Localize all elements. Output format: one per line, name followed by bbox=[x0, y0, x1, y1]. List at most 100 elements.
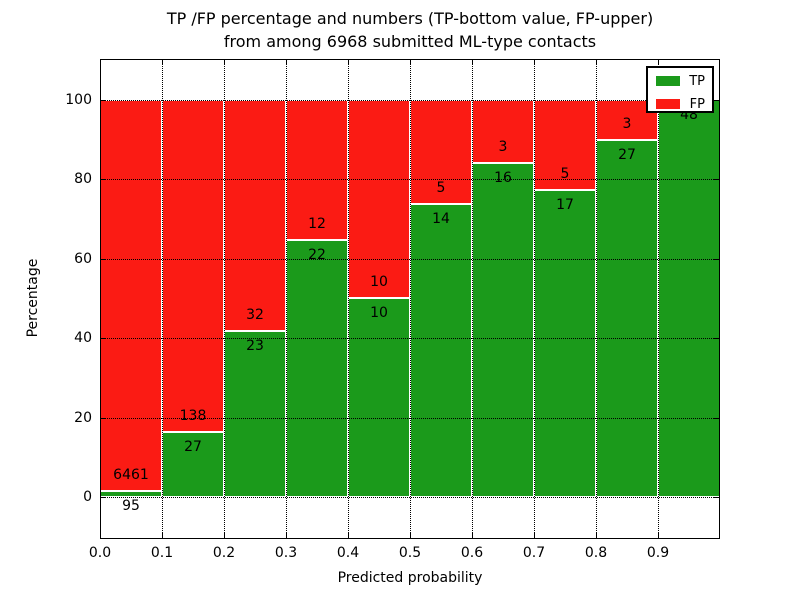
grid-line-v bbox=[534, 59, 535, 539]
bar-segment-fp bbox=[162, 99, 224, 432]
bar-segment-tp bbox=[596, 139, 658, 497]
x-tick bbox=[162, 533, 163, 539]
x-tick-label: 0.0 bbox=[88, 545, 112, 561]
chart-title-line2: from among 6968 submitted ML-type contac… bbox=[223, 32, 597, 51]
bar-label-tp: 16 bbox=[494, 169, 512, 186]
bar-label-fp: 5 bbox=[436, 180, 446, 197]
x-tick-label: 0.9 bbox=[646, 545, 670, 561]
y-tick bbox=[100, 417, 106, 419]
bar-label-tp: 27 bbox=[184, 438, 202, 455]
y-tick bbox=[714, 258, 720, 260]
x-tick-label: 0.1 bbox=[150, 545, 174, 561]
grid-line-v bbox=[162, 59, 163, 539]
bar-segment-tp bbox=[286, 240, 348, 497]
grid-line-v bbox=[596, 59, 597, 539]
bar-label-tp: 14 bbox=[432, 211, 450, 228]
y-tick bbox=[100, 258, 106, 260]
x-tick-label: 0.2 bbox=[212, 545, 236, 561]
x-tick-label: 0.3 bbox=[274, 545, 298, 561]
x-tick bbox=[410, 533, 411, 539]
x-tick bbox=[658, 59, 659, 65]
x-tick bbox=[224, 59, 225, 65]
y-tick bbox=[100, 179, 106, 181]
x-tick bbox=[224, 533, 225, 539]
bar-label-fp: 32 bbox=[246, 306, 264, 323]
x-tick bbox=[658, 533, 659, 539]
bar-segment-tp bbox=[658, 99, 720, 497]
grid-line-v bbox=[348, 59, 349, 539]
x-tick bbox=[348, 59, 349, 65]
x-tick-label: 0.5 bbox=[398, 545, 422, 561]
x-tick bbox=[286, 533, 287, 539]
y-axis-label: Percentage bbox=[25, 258, 41, 338]
legend-row-tp: TP bbox=[648, 71, 712, 91]
bar-segment-tp bbox=[410, 204, 472, 497]
x-tick bbox=[410, 59, 411, 65]
bar-label-fp: 138 bbox=[179, 407, 207, 424]
x-tick bbox=[162, 59, 163, 65]
y-tick-label: 100 bbox=[65, 91, 92, 108]
x-tick bbox=[534, 59, 535, 65]
x-axis-label: Predicted probability bbox=[337, 570, 483, 586]
grid-line-v bbox=[286, 59, 287, 539]
grid-line-v bbox=[658, 59, 659, 539]
legend-label-tp: TP bbox=[689, 73, 705, 89]
bar-label-tp: 17 bbox=[556, 197, 574, 214]
bar-label-fp: 3 bbox=[622, 115, 632, 132]
x-tick bbox=[596, 59, 597, 65]
grid-line-v bbox=[472, 59, 473, 539]
bar-label-fp: 12 bbox=[308, 216, 326, 233]
grid-line-v bbox=[224, 59, 225, 539]
y-tick bbox=[714, 99, 720, 101]
legend: TP FP bbox=[646, 66, 714, 113]
bar-segment-fp bbox=[348, 99, 410, 299]
bar-segment-fp bbox=[100, 99, 162, 492]
bar-segment-tp bbox=[224, 330, 286, 497]
x-tick-label: 0.6 bbox=[460, 545, 484, 561]
chart-title-line1: TP /FP percentage and numbers (TP-bottom… bbox=[166, 9, 654, 28]
y-tick bbox=[714, 417, 720, 419]
x-tick bbox=[472, 533, 473, 539]
y-tick-label: 80 bbox=[74, 171, 92, 188]
bar-label-fp: 10 bbox=[370, 274, 388, 291]
y-tick bbox=[714, 179, 720, 181]
bar-label-tp: 10 bbox=[370, 305, 388, 322]
x-tick-label: 0.8 bbox=[584, 545, 608, 561]
x-tick-label: 0.4 bbox=[336, 545, 360, 561]
bar-label-fp: 3 bbox=[498, 138, 508, 155]
bar-segment-tp bbox=[162, 431, 224, 497]
legend-label-fp: FP bbox=[689, 96, 705, 112]
y-tick-label: 60 bbox=[74, 250, 92, 267]
x-tick bbox=[286, 59, 287, 65]
bar-segment-tp bbox=[472, 162, 534, 497]
y-tick-label: 0 bbox=[83, 488, 92, 505]
x-tick bbox=[100, 533, 101, 539]
y-tick bbox=[100, 99, 106, 101]
x-tick-label: 0.7 bbox=[522, 545, 546, 561]
y-tick bbox=[714, 338, 720, 340]
chart-title: TP /FP percentage and numbers (TP-bottom… bbox=[100, 7, 720, 53]
x-tick bbox=[596, 533, 597, 539]
x-tick bbox=[534, 533, 535, 539]
legend-row-fp: FP bbox=[648, 94, 712, 114]
bar-label-fp: 6461 bbox=[113, 467, 149, 484]
y-tick-label: 40 bbox=[74, 330, 92, 347]
x-tick bbox=[472, 59, 473, 65]
x-tick bbox=[100, 59, 101, 65]
x-tick bbox=[348, 533, 349, 539]
bar-segment-tp bbox=[348, 298, 410, 497]
bar-segment-fp bbox=[224, 99, 286, 331]
bar-label-tp: 22 bbox=[308, 247, 326, 264]
y-tick bbox=[100, 338, 106, 340]
y-tick bbox=[714, 496, 720, 498]
plot-area: 95 6461 27 138 23 32 22 12 10 10 14 5 16 3 17 5 27 3 48 bbox=[100, 59, 720, 539]
bar-label-tp: 23 bbox=[246, 337, 264, 354]
y-tick-label: 20 bbox=[74, 409, 92, 426]
fp-swatch-icon bbox=[656, 99, 680, 109]
y-tick bbox=[100, 496, 106, 498]
bar-label-tp: 27 bbox=[618, 146, 636, 163]
grid-line-v bbox=[410, 59, 411, 539]
bar-segment-fp bbox=[286, 99, 348, 241]
bar-segment-fp bbox=[410, 99, 472, 205]
